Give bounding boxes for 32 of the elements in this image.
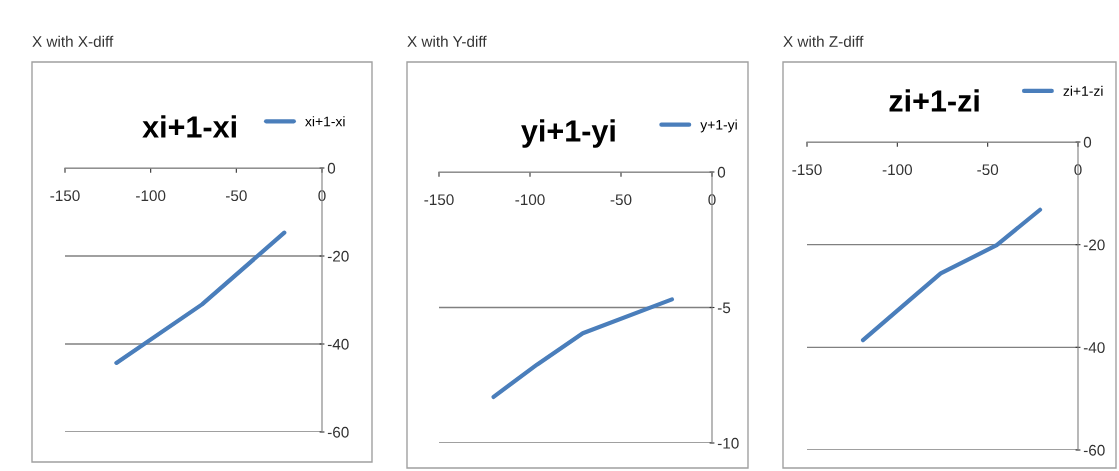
y-tick-label: 0 bbox=[1083, 136, 1092, 148]
text: X with Z-diff bbox=[783, 35, 864, 47]
legend-label: xi+1-xi bbox=[305, 116, 345, 127]
chart-title: zi+1-zi bbox=[889, 89, 979, 112]
x-tick-label: -150 bbox=[424, 194, 454, 206]
x-tick-label: 0 bbox=[318, 190, 326, 202]
x-tick-label: -50 bbox=[977, 164, 999, 176]
x-tick-label: -150 bbox=[792, 164, 822, 176]
line-series bbox=[491, 297, 675, 400]
line-series bbox=[860, 207, 1043, 343]
x-tick-label: -100 bbox=[882, 164, 913, 176]
x-tick-label: -150 bbox=[50, 190, 80, 202]
y-tick-label: -60 bbox=[327, 426, 349, 438]
y-tick-label: -40 bbox=[327, 338, 349, 350]
y-tick-label: -40 bbox=[1083, 342, 1105, 354]
chart-title: xi+1-xi bbox=[142, 115, 236, 138]
y-tick-label: -10 bbox=[717, 437, 739, 449]
y-tick-label: -60 bbox=[1083, 444, 1105, 456]
text: X with X-diff bbox=[32, 35, 114, 47]
chart-title: yi+1-yi bbox=[521, 119, 615, 148]
text: X with Y-diff bbox=[407, 35, 487, 47]
x-tick-label: -100 bbox=[515, 194, 545, 206]
x-tick-label: -50 bbox=[610, 194, 632, 206]
legend-label: zi+1-zi bbox=[1063, 85, 1103, 96]
y-tick-label: -20 bbox=[1083, 239, 1105, 251]
x-tick-label: -50 bbox=[225, 190, 247, 202]
x-tick-label: -100 bbox=[136, 190, 166, 202]
legend-label: y+1-yi bbox=[700, 119, 737, 133]
y-tick-label: -5 bbox=[717, 302, 731, 314]
x-tick-label: 0 bbox=[1074, 164, 1082, 176]
x-tick-label: 0 bbox=[708, 194, 716, 206]
y-tick-label: -20 bbox=[327, 250, 349, 262]
